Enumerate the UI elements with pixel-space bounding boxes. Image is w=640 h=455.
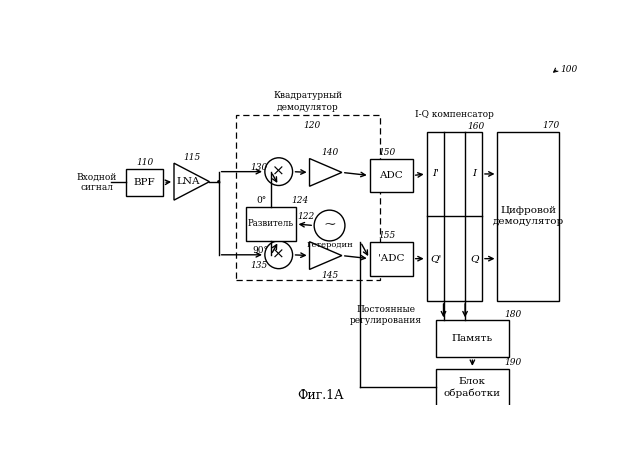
- Text: 155: 155: [379, 231, 396, 240]
- Text: 130: 130: [250, 162, 268, 172]
- Text: Память: Память: [452, 334, 493, 343]
- Text: 'ADC: 'ADC: [378, 254, 404, 263]
- Bar: [236, 115, 380, 280]
- Text: 150: 150: [379, 148, 396, 157]
- Bar: [497, 131, 559, 301]
- Text: 122: 122: [298, 212, 315, 221]
- Text: Развитель: Развитель: [248, 219, 294, 228]
- Text: 100: 100: [561, 66, 578, 74]
- Circle shape: [265, 158, 292, 186]
- Text: Постоянные
регулирования: Постоянные регулирования: [349, 305, 422, 325]
- Text: I-Q компенсатор: I-Q компенсатор: [415, 110, 493, 119]
- Text: 90°: 90°: [252, 246, 268, 255]
- Text: I': I': [432, 169, 439, 178]
- Text: 124: 124: [291, 197, 308, 205]
- Bar: [369, 242, 413, 276]
- Bar: [436, 320, 509, 357]
- Text: ×: ×: [273, 248, 285, 262]
- Text: Q': Q': [430, 254, 442, 263]
- Text: ADC: ADC: [380, 171, 403, 180]
- Polygon shape: [174, 163, 209, 200]
- Polygon shape: [310, 158, 342, 186]
- Polygon shape: [310, 242, 342, 269]
- Circle shape: [217, 180, 220, 183]
- Text: 135: 135: [250, 261, 268, 270]
- Text: Гетеродин: Гетеродин: [306, 241, 353, 248]
- Text: 115: 115: [183, 152, 200, 162]
- Text: Фиг.1А: Фиг.1А: [297, 389, 344, 402]
- Bar: [369, 158, 413, 192]
- Text: Входной
сигнал: Входной сигнал: [77, 172, 117, 192]
- Text: I: I: [472, 169, 476, 178]
- Text: 110: 110: [136, 158, 154, 167]
- Text: Цифровой
демодулятор: Цифровой демодулятор: [493, 206, 564, 226]
- Text: 145: 145: [322, 271, 339, 280]
- Circle shape: [265, 241, 292, 268]
- Text: 190: 190: [504, 358, 522, 367]
- Bar: [126, 168, 163, 196]
- Text: ~: ~: [323, 218, 336, 233]
- Text: 140: 140: [322, 148, 339, 157]
- Text: 180: 180: [504, 309, 522, 318]
- Text: LNA: LNA: [177, 177, 200, 186]
- Text: 170: 170: [543, 121, 560, 130]
- Text: Блок
обработки: Блок обработки: [444, 377, 501, 398]
- Text: 0°: 0°: [257, 197, 267, 205]
- Text: 120: 120: [303, 121, 321, 130]
- Text: 160: 160: [467, 122, 484, 131]
- Circle shape: [314, 210, 345, 241]
- Text: Квадратурный
демодулятор: Квадратурный демодулятор: [273, 91, 342, 111]
- Bar: [436, 369, 509, 406]
- Bar: [246, 207, 296, 241]
- Bar: [427, 131, 482, 301]
- Text: BPF: BPF: [134, 178, 156, 187]
- Text: ×: ×: [273, 165, 285, 179]
- Text: Q: Q: [470, 254, 479, 263]
